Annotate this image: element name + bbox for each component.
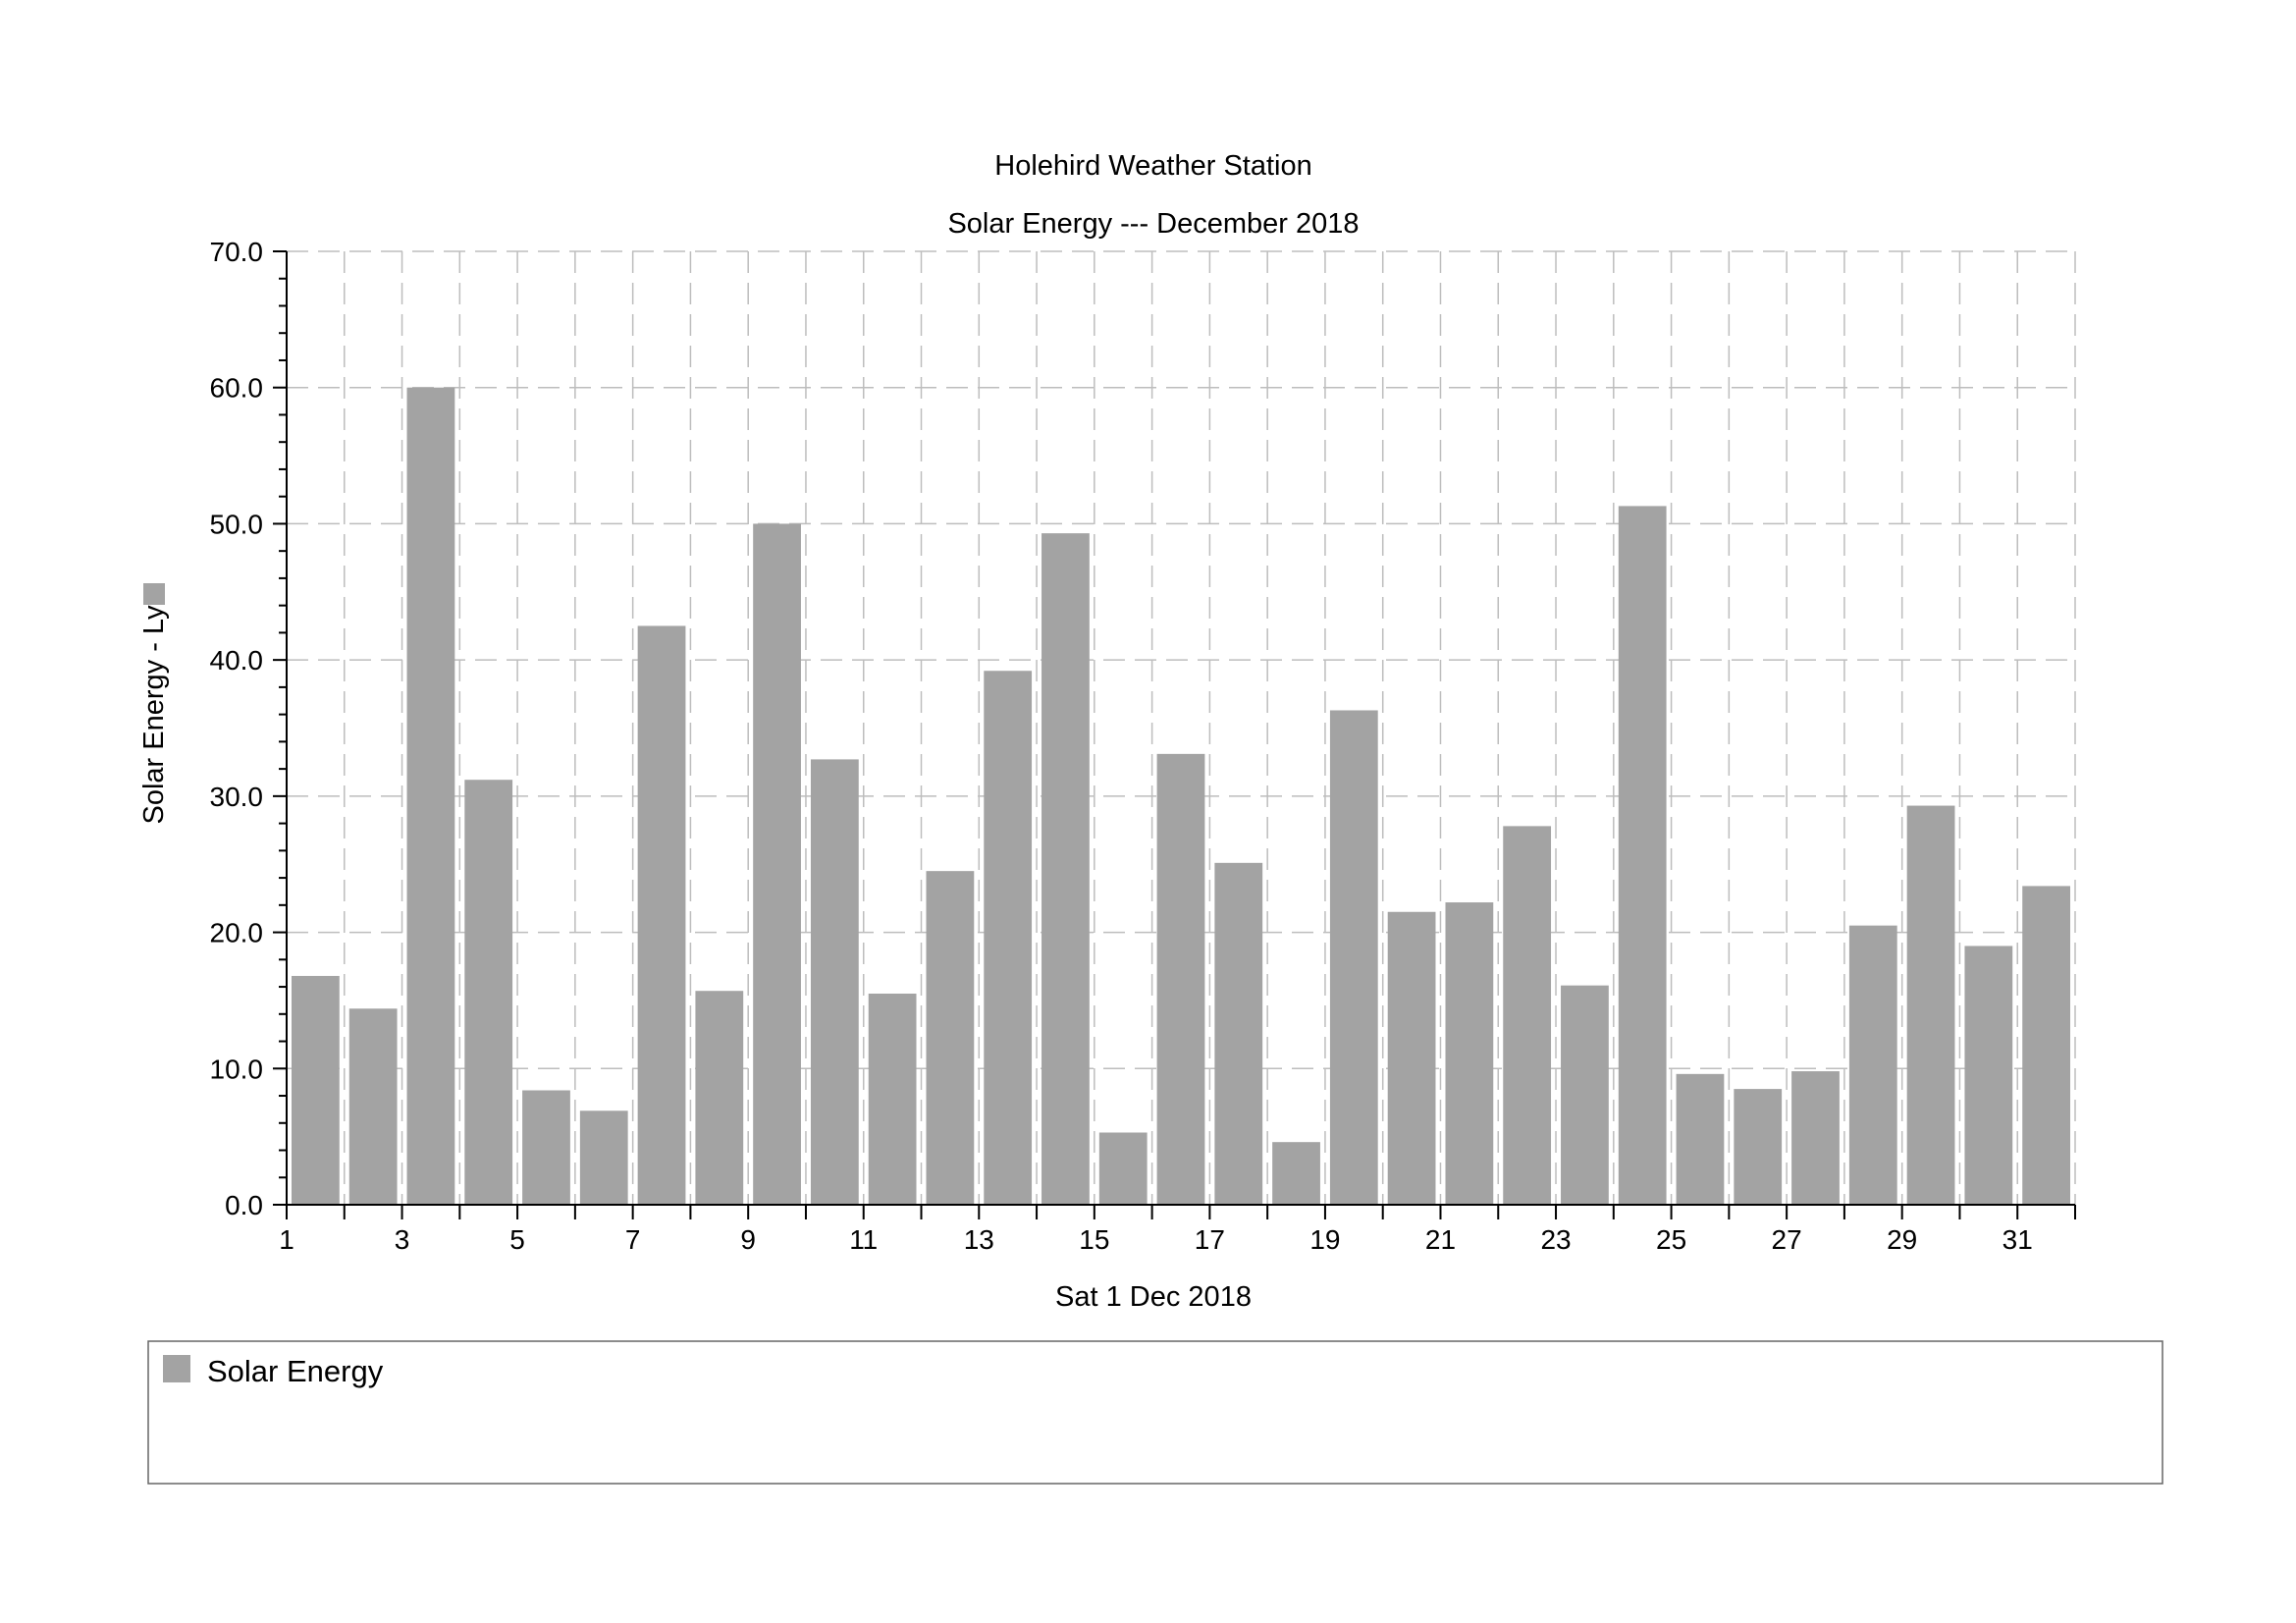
bar-day-25 [1676, 1073, 1725, 1205]
chart-title: Holehird Weather Station [994, 150, 1311, 182]
y-tick-label: 40.0 [210, 645, 264, 676]
bars-group [292, 387, 2070, 1205]
bar-day-8 [695, 991, 744, 1205]
bar-day-29 [1906, 805, 1955, 1205]
x-tick-label: 11 [849, 1224, 878, 1255]
bar-day-4 [464, 780, 513, 1205]
legend-label: Solar Energy [207, 1354, 384, 1388]
bar-day-31 [2022, 886, 2070, 1205]
bar-day-18 [1272, 1142, 1320, 1205]
x-tick-label: 3 [395, 1224, 410, 1255]
y-axis-label: Solar Energy - Ly [138, 605, 170, 824]
bar-day-14 [1041, 533, 1090, 1205]
bar-day-22 [1503, 826, 1552, 1205]
x-tick-label: 17 [1195, 1224, 1225, 1255]
bar-day-28 [1848, 925, 1897, 1205]
bar-day-20 [1387, 911, 1436, 1205]
bar-day-23 [1561, 985, 1609, 1205]
bar-day-24 [1618, 506, 1667, 1205]
y-tick-label: 0.0 [225, 1190, 263, 1220]
x-tick-label: 23 [1540, 1224, 1571, 1255]
x-axis-label: Sat 1 Dec 2018 [1055, 1281, 1252, 1313]
y-axis-legend-swatch [143, 583, 165, 605]
x-tick-label: 27 [1772, 1224, 1802, 1255]
bar-day-13 [984, 671, 1033, 1205]
bar-day-15 [1098, 1132, 1148, 1205]
bar-day-1 [292, 975, 340, 1205]
bar-day-5 [522, 1090, 570, 1205]
legend-box [147, 1340, 2163, 1485]
legend: Solar Energy [147, 1340, 2163, 1485]
bar-day-21 [1445, 902, 1494, 1205]
x-tick-label: 1 [279, 1224, 294, 1255]
x-tick-label: 19 [1309, 1224, 1340, 1255]
bar-day-9 [753, 523, 801, 1205]
x-tick-label: 5 [509, 1224, 525, 1255]
bar-day-12 [926, 871, 975, 1205]
x-axis-ticks: 1 3 5 7 9 11 13 15 17 19 21 23 25 27 29 31 [279, 1205, 2076, 1255]
axes [286, 251, 2075, 1206]
y-tick-label: 10.0 [210, 1054, 264, 1084]
y-tick-label: 50.0 [210, 509, 264, 539]
x-tick-label: 29 [1887, 1224, 1917, 1255]
grid-lines [287, 250, 2076, 1205]
bar-day-19 [1329, 710, 1378, 1205]
y-tick-label: 20.0 [210, 918, 264, 948]
bar-day-30 [1964, 946, 2013, 1205]
y-tick-label: 70.0 [210, 237, 264, 267]
bar-day-11 [868, 993, 917, 1205]
x-tick-label: 13 [964, 1224, 994, 1255]
y-tick-label: 60.0 [210, 373, 264, 404]
bar-day-26 [1734, 1089, 1783, 1205]
y-tick-label: 30.0 [210, 782, 264, 812]
x-tick-label: 31 [2002, 1224, 2033, 1255]
x-tick-label: 25 [1656, 1224, 1686, 1255]
bar-day-2 [348, 1008, 398, 1205]
x-tick-label: 9 [740, 1224, 756, 1255]
x-tick-label: 21 [1425, 1224, 1456, 1255]
chart-subtitle: Solar Energy --- December 2018 [947, 208, 1359, 240]
bar-day-7 [637, 625, 686, 1205]
bar-day-16 [1156, 753, 1205, 1205]
bar-day-10 [810, 759, 859, 1205]
bar-day-6 [579, 1110, 628, 1205]
bar-day-3 [406, 387, 455, 1205]
bar-day-17 [1214, 862, 1263, 1205]
legend-swatch [163, 1355, 190, 1382]
x-tick-label: 7 [625, 1224, 641, 1255]
y-axis-ticks: 0.0 10.0 20.0 30.0 40.0 50.0 60.0 70.0 [210, 237, 287, 1220]
bar-day-27 [1791, 1071, 1840, 1205]
x-tick-label: 15 [1079, 1224, 1109, 1255]
